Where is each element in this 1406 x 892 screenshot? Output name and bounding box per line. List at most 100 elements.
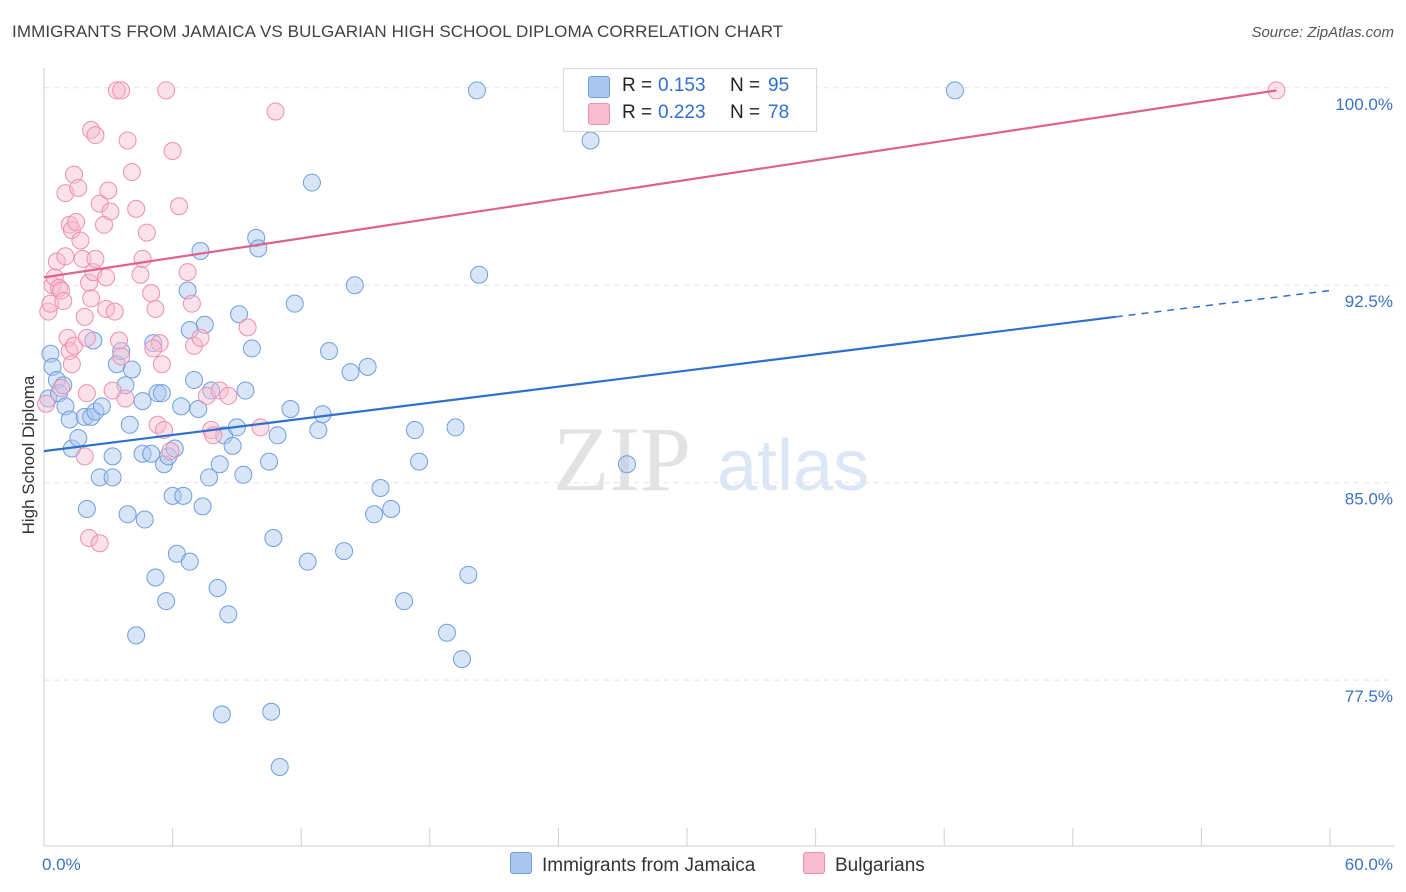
bulgarian-point	[99, 181, 118, 200]
bulgarian-point	[178, 263, 197, 282]
bulgarian-point	[122, 163, 141, 182]
jamaica-point	[135, 510, 154, 529]
bottom-legend-swatch-jamaica	[510, 852, 532, 874]
jamaica-point	[148, 384, 167, 403]
bulgarian-point	[112, 347, 131, 366]
jamaica-point	[92, 397, 111, 416]
jamaica-point	[223, 436, 242, 455]
x-tick-marks	[43, 828, 1331, 846]
jamaica-point	[230, 305, 249, 324]
jamaica-point	[90, 468, 109, 487]
bulgarian-point	[80, 273, 99, 292]
jamaica-point	[185, 371, 204, 390]
jamaica-point	[470, 265, 489, 284]
jamaica-point	[180, 552, 199, 571]
bulgarian-point	[37, 394, 56, 413]
bulgarian-point	[67, 213, 86, 232]
jamaica-point	[157, 592, 176, 611]
jamaica-point	[208, 579, 227, 597]
y-tick-label: 85.0%	[1345, 490, 1393, 509]
bulgarian-point	[71, 231, 90, 250]
jamaica-point	[371, 478, 390, 497]
jamaica-point	[133, 392, 152, 411]
bulgarian-point	[137, 223, 156, 242]
jamaica-point	[103, 468, 122, 487]
legend-swatch-bulgarians	[588, 103, 610, 125]
jamaica-point	[452, 650, 471, 669]
bulgarian-point	[266, 102, 285, 121]
bulgarian-point	[133, 249, 152, 268]
jamaica-point	[395, 592, 414, 611]
bulgarian-point	[182, 294, 201, 313]
jamaica-point	[77, 500, 96, 519]
jamaica-point	[146, 568, 165, 587]
jamaica-point	[212, 705, 231, 724]
bulgarian-points	[37, 81, 1286, 553]
jamaica-point	[298, 552, 317, 571]
bulgarian-point	[112, 81, 131, 100]
bulgarian-point	[101, 202, 120, 221]
jamaica-point	[285, 294, 304, 313]
watermark-zip: ZIP	[553, 408, 691, 510]
bulgarian-point	[69, 178, 88, 197]
jamaica-point	[193, 497, 212, 516]
bulgarian-point	[118, 131, 137, 150]
legend-n-label: N =	[730, 102, 761, 123]
jamaica-point	[54, 376, 73, 395]
y-tick-label: 100.0%	[1335, 95, 1393, 114]
bottom-legend-bulgarians: Bulgarians	[803, 852, 925, 877]
bulgarian-point	[210, 381, 229, 400]
bulgarian-point	[127, 199, 146, 218]
jamaica-point	[410, 452, 429, 471]
jamaica-point	[270, 758, 289, 777]
y-axis-label: High School Diploma	[19, 375, 38, 534]
jamaica-point	[262, 702, 281, 721]
bottom-legend-jamaica: Immigrants from Jamaica	[510, 852, 755, 877]
bulgarian-point	[54, 292, 73, 311]
jamaica-point	[382, 500, 401, 519]
jamaica-point	[167, 544, 186, 563]
jamaica-point	[945, 81, 964, 100]
bulgarian-point	[251, 418, 270, 437]
bulgarian-point	[82, 289, 101, 308]
jamaica-point	[281, 399, 300, 418]
bulgarian-point	[219, 386, 238, 405]
jamaica-point	[459, 565, 478, 584]
bulgarian-point	[62, 355, 81, 374]
legend-row-jamaica: R = 0.153 N = 95	[564, 74, 816, 100]
jamaica-point	[617, 455, 636, 474]
legend-row-bulgarians: R = 0.223 N = 78	[564, 101, 816, 127]
jamaica-point	[313, 405, 332, 424]
bulgarian-point	[52, 378, 71, 397]
bulgarian-point	[103, 381, 122, 400]
jamaica-point	[309, 421, 328, 440]
jamaica-point	[122, 360, 141, 379]
jamaica-point	[264, 528, 283, 547]
y-tick-label: 77.5%	[1345, 687, 1393, 706]
y-tick-label: 92.5%	[1345, 292, 1393, 311]
source-label: Source: ZipAtlas.com	[1251, 24, 1394, 41]
legend-n-label: N =	[730, 75, 761, 96]
jamaica-point	[345, 276, 364, 295]
jamaica-point	[118, 505, 137, 524]
chart-title: IMMIGRANTS FROM JAMAICA VS BULGARIAN HIG…	[12, 22, 784, 41]
legend-r-value-jamaica: 0.153	[658, 75, 706, 96]
jamaica-point	[142, 444, 161, 463]
bulgarian-point	[146, 299, 165, 318]
bulgarian-point	[80, 528, 99, 547]
legend-swatch-jamaica	[588, 76, 610, 98]
bulgarian-point	[161, 442, 180, 461]
bulgarian-point	[65, 336, 84, 355]
bulgarian-point	[110, 331, 129, 350]
jamaica-point	[260, 452, 279, 471]
jamaica-point	[127, 626, 146, 645]
jamaica-points	[39, 81, 964, 777]
jamaica-point	[268, 426, 287, 445]
bulgarian-point	[56, 247, 75, 266]
axes	[43, 68, 1395, 847]
jamaica-point	[467, 81, 486, 100]
jamaica-point	[437, 623, 456, 642]
jamaica-point	[103, 447, 122, 466]
y-tick-labels: 77.5% 85.0% 92.5% 100.0%	[1335, 95, 1393, 706]
